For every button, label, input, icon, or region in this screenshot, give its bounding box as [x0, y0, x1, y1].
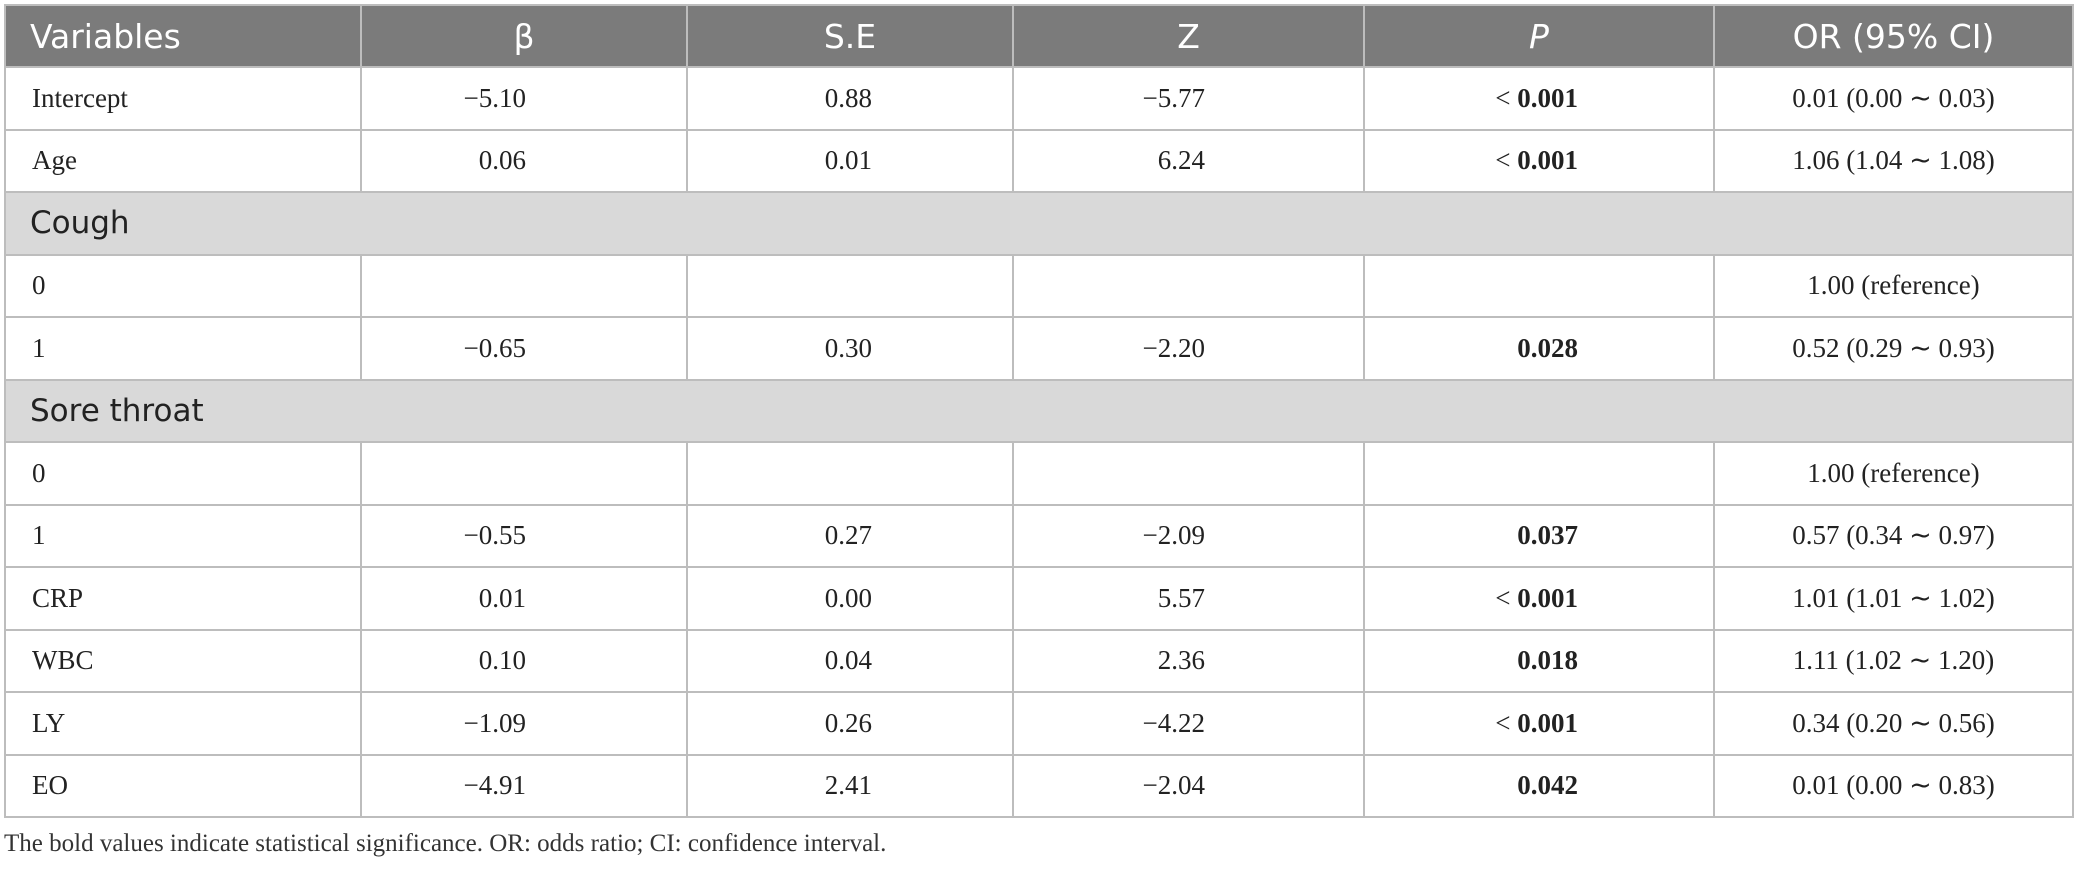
regression-table: Variables β S.E Z P OR (95% CI) Intercep…	[4, 4, 2074, 818]
z-cell: 2.36	[1012, 628, 1365, 693]
z-cell: −4.22	[1012, 691, 1365, 756]
p-value-cell: 0.018	[1363, 628, 1715, 693]
group-label: Sore throat	[4, 378, 2074, 443]
beta-cell	[360, 441, 688, 506]
se-cell	[686, 441, 1014, 506]
variable-cell: EO	[4, 753, 362, 818]
table-row: LY −1.09 0.26 −4.22 < 0.001 0.34 (0.20 ∼ 0.56…	[4, 691, 2074, 756]
p-value-cell: 0.037	[1363, 503, 1715, 568]
table-header: Variables β S.E Z P OR (95% CI)	[4, 4, 2074, 68]
p-value-bold: 0.001	[1517, 82, 1578, 113]
variable-cell: 0	[4, 253, 362, 318]
beta-cell: 0.06	[360, 128, 688, 193]
odds-ratio-cell: 0.57 (0.34 ∼ 0.97)	[1713, 503, 2074, 568]
se-cell: 0.00	[686, 566, 1014, 631]
beta-cell: 0.01	[360, 566, 688, 631]
odds-ratio-cell: 0.01 (0.00 ∼ 0.03)	[1713, 66, 2074, 131]
table-row: CRP 0.01 0.00 5.57 < 0.001 1.01 (1.01 ∼ 1.02)	[4, 566, 2074, 631]
odds-ratio-cell: 0.01 (0.00 ∼ 0.83)	[1713, 753, 2074, 818]
variable-cell: CRP	[4, 566, 362, 631]
se-cell: 0.01	[686, 128, 1014, 193]
p-value-cell: < 0.001	[1363, 566, 1715, 631]
p-value-bold: 0.001	[1517, 707, 1578, 738]
p-value-prefix: <	[1495, 582, 1518, 613]
header-or: OR (95% CI)	[1713, 4, 2074, 68]
header-beta: β	[360, 4, 688, 68]
se-cell: 0.27	[686, 503, 1014, 568]
z-cell: 6.24	[1012, 128, 1365, 193]
group-label: Cough	[4, 191, 2074, 256]
p-value-bold: 0.042	[1517, 770, 1578, 801]
header-z: Z	[1012, 4, 1365, 68]
table-row: 0 1.00 (reference)	[4, 253, 2074, 318]
p-value-cell: < 0.001	[1363, 66, 1715, 131]
table-footnote: The bold values indicate statistical sig…	[4, 830, 887, 857]
z-cell	[1012, 253, 1365, 318]
table-row: Intercept −5.10 0.88 −5.77 < 0.001 0.01 (0.00…	[4, 66, 2074, 131]
p-value-prefix: <	[1495, 82, 1518, 113]
odds-ratio-cell: 1.11 (1.02 ∼ 1.20)	[1713, 628, 2074, 693]
se-cell: 0.04	[686, 628, 1014, 693]
table-row: 1 −0.65 0.30 −2.20 0.028 0.52 (0.29 ∼ 0.93)	[4, 316, 2074, 381]
p-value-bold: 0.028	[1517, 332, 1578, 363]
header-row: Variables β S.E Z P OR (95% CI)	[4, 4, 2074, 68]
beta-cell: 0.10	[360, 628, 688, 693]
z-cell: 5.57	[1012, 566, 1365, 631]
variable-cell: WBC	[4, 628, 362, 693]
table-row: 1 −0.55 0.27 −2.09 0.037 0.57 (0.34 ∼ 0.97)	[4, 503, 2074, 568]
odds-ratio-cell: 1.01 (1.01 ∼ 1.02)	[1713, 566, 2074, 631]
variable-cell: Intercept	[4, 66, 362, 131]
p-value-bold: 0.018	[1517, 645, 1578, 676]
z-cell: −2.04	[1012, 753, 1365, 818]
p-value-bold: 0.037	[1517, 520, 1578, 551]
beta-cell	[360, 253, 688, 318]
header-se: S.E	[686, 4, 1014, 68]
odds-ratio-cell: 1.00 (reference)	[1713, 253, 2074, 318]
variable-cell: 1	[4, 503, 362, 568]
beta-cell: −5.10	[360, 66, 688, 131]
odds-ratio-cell: 1.06 (1.04 ∼ 1.08)	[1713, 128, 2074, 193]
group-header-row: Sore throat	[4, 378, 2074, 443]
variable-cell: 0	[4, 441, 362, 506]
header-variables: Variables	[4, 4, 362, 68]
beta-cell: −1.09	[360, 691, 688, 756]
p-value-cell: < 0.001	[1363, 691, 1715, 756]
beta-cell: −4.91	[360, 753, 688, 818]
variable-cell: 1	[4, 316, 362, 381]
z-cell: −2.20	[1012, 316, 1365, 381]
table-row: 0 1.00 (reference)	[4, 441, 2074, 506]
se-cell: 0.88	[686, 66, 1014, 131]
p-value-prefix: <	[1495, 707, 1518, 738]
variable-cell: LY	[4, 691, 362, 756]
p-value-cell	[1363, 253, 1715, 318]
p-value-prefix: <	[1495, 145, 1518, 176]
p-value-cell: < 0.001	[1363, 128, 1715, 193]
p-value-bold: 0.001	[1517, 145, 1578, 176]
z-cell	[1012, 441, 1365, 506]
table-row: EO −4.91 2.41 −2.04 0.042 0.01 (0.00 ∼ 0.83)	[4, 753, 2074, 818]
z-cell: −5.77	[1012, 66, 1365, 131]
table-row: Age 0.06 0.01 6.24 < 0.001 1.06 (1.04 ∼ 1.08)	[4, 128, 2074, 193]
table-row: WBC 0.10 0.04 2.36 0.018 1.11 (1.02 ∼ 1.20)	[4, 628, 2074, 693]
p-value-cell	[1363, 441, 1715, 506]
odds-ratio-cell: 0.52 (0.29 ∼ 0.93)	[1713, 316, 2074, 381]
p-value-bold: 0.001	[1517, 582, 1578, 613]
se-cell: 0.30	[686, 316, 1014, 381]
se-cell: 2.41	[686, 753, 1014, 818]
variable-cell: Age	[4, 128, 362, 193]
z-cell: −2.09	[1012, 503, 1365, 568]
se-cell: 0.26	[686, 691, 1014, 756]
header-p: P	[1363, 4, 1715, 68]
p-value-cell: 0.042	[1363, 753, 1715, 818]
odds-ratio-cell: 0.34 (0.20 ∼ 0.56)	[1713, 691, 2074, 756]
se-cell	[686, 253, 1014, 318]
odds-ratio-cell: 1.00 (reference)	[1713, 441, 2074, 506]
table-body: Intercept −5.10 0.88 −5.77 < 0.001 0.01 (0.00…	[4, 66, 2074, 818]
group-header-row: Cough	[4, 191, 2074, 256]
beta-cell: −0.65	[360, 316, 688, 381]
p-value-cell: 0.028	[1363, 316, 1715, 381]
beta-cell: −0.55	[360, 503, 688, 568]
